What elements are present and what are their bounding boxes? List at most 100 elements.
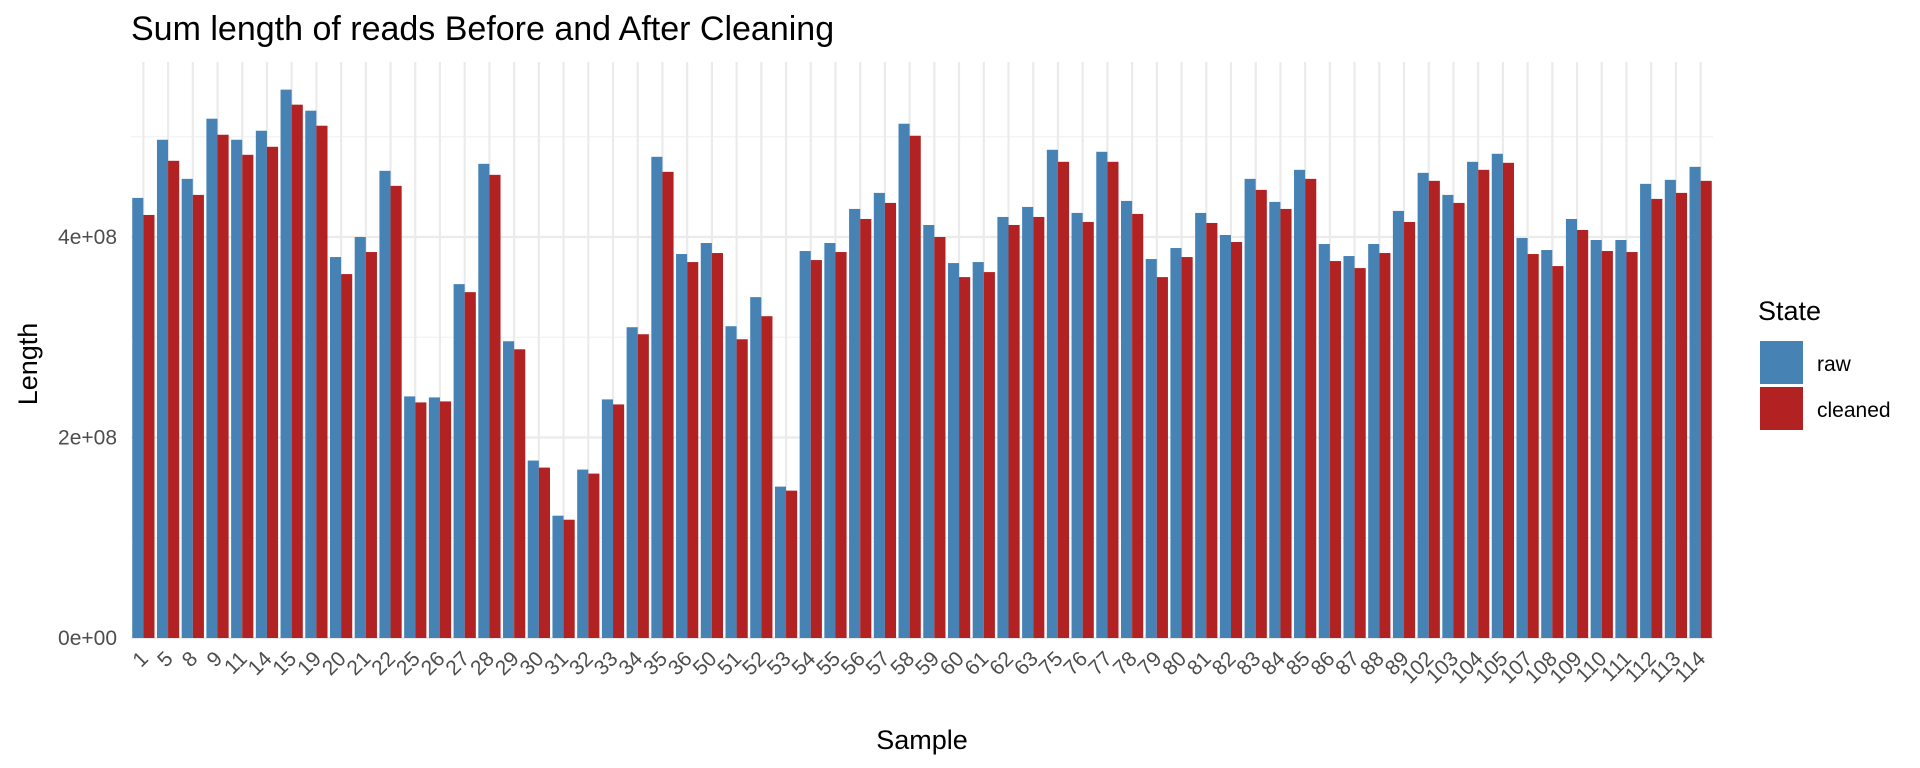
bar-cleaned-58 [909, 135, 921, 638]
bar-cleaned-1 [143, 214, 155, 638]
bar-raw-14 [255, 130, 267, 639]
bar-raw-60 [947, 263, 960, 638]
bar-raw-62 [997, 216, 1009, 638]
bar-cleaned-51 [736, 339, 748, 638]
bar-cleaned-110 [1601, 251, 1613, 638]
bar-cleaned-55 [835, 252, 847, 638]
bar-cleaned-27 [464, 292, 476, 638]
bar-raw-77 [1096, 151, 1108, 638]
bar-raw-103 [1442, 194, 1454, 638]
bar-raw-80 [1170, 248, 1182, 638]
bar-raw-108 [1541, 250, 1553, 638]
bar-raw-76 [1071, 212, 1083, 638]
bar-cleaned-63 [1033, 216, 1045, 638]
bar-cleaned-57 [884, 202, 897, 639]
bar-cleaned-35 [662, 171, 674, 638]
bar-raw-79 [1145, 259, 1157, 638]
bar-raw-8 [181, 178, 193, 639]
bar-raw-33 [601, 399, 614, 638]
bar-cleaned-111 [1626, 252, 1638, 638]
bar-raw-55 [824, 243, 836, 638]
bar-cleaned-104 [1478, 169, 1490, 638]
bar-raw-5 [156, 139, 169, 638]
bar-cleaned-5 [168, 160, 180, 638]
bar-cleaned-29 [514, 349, 526, 638]
bar-cleaned-83 [1255, 189, 1267, 638]
bar-raw-20 [329, 257, 342, 638]
bar-raw-109 [1565, 218, 1578, 638]
legend-label-cleaned: cleaned [1817, 399, 1891, 422]
bar-cleaned-54 [810, 260, 822, 638]
x-tick-label: 8 [178, 647, 203, 672]
bar-cleaned-75 [1057, 161, 1070, 638]
bar-raw-107 [1516, 238, 1528, 638]
bar-cleaned-84 [1280, 208, 1292, 638]
bar-cleaned-9 [217, 134, 229, 638]
bar-raw-28 [478, 163, 490, 638]
x-tick-label: 114 [1670, 647, 1710, 687]
x-axis-title: Sample [876, 725, 968, 755]
bar-cleaned-53 [786, 490, 798, 638]
bar-raw-105 [1491, 153, 1503, 639]
bar-cleaned-22 [390, 185, 402, 638]
bar-cleaned-80 [1181, 257, 1193, 638]
bar-raw-111 [1615, 240, 1627, 638]
bar-cleaned-103 [1453, 202, 1465, 639]
bar-raw-104 [1467, 161, 1479, 638]
bar-cleaned-102 [1428, 180, 1440, 639]
bar-raw-114 [1689, 166, 1701, 638]
bar-raw-57 [873, 192, 885, 638]
bar-cleaned-21 [365, 252, 377, 638]
bars [132, 89, 1712, 639]
bar-raw-11 [231, 139, 243, 638]
bar-cleaned-85 [1305, 178, 1317, 639]
bar-cleaned-60 [959, 277, 971, 638]
bar-cleaned-109 [1577, 229, 1589, 639]
bar-cleaned-59 [934, 237, 946, 638]
y-axis-title: Length [13, 323, 43, 406]
bar-raw-36 [676, 254, 688, 639]
bar-cleaned-62 [1008, 224, 1020, 638]
bar-raw-113 [1664, 179, 1676, 639]
bar-raw-51 [725, 326, 737, 638]
bar-raw-32 [577, 469, 589, 638]
x-tick-label: 1 [128, 647, 153, 672]
bar-cleaned-25 [415, 402, 427, 638]
bar-cleaned-77 [1107, 161, 1119, 638]
bar-raw-87 [1343, 256, 1355, 638]
bar-raw-9 [206, 118, 218, 638]
bar-raw-56 [849, 208, 861, 638]
y-tick-label: 0e+00 [58, 627, 117, 650]
bar-raw-112 [1640, 183, 1652, 638]
bar-cleaned-32 [588, 473, 600, 638]
bar-raw-19 [305, 110, 317, 638]
bar-raw-88 [1368, 244, 1380, 638]
bar-raw-59 [923, 224, 935, 638]
bar-cleaned-105 [1502, 162, 1515, 638]
bar-raw-25 [404, 396, 416, 638]
x-tick-label: 5 [153, 647, 178, 672]
bar-raw-22 [379, 170, 391, 638]
bar-cleaned-113 [1675, 192, 1688, 638]
chart-title: Sum length of reads Before and After Cle… [131, 10, 834, 48]
bar-cleaned-61 [983, 272, 995, 638]
bar-raw-102 [1417, 172, 1429, 638]
bar-cleaned-33 [613, 404, 625, 638]
bar-cleaned-88 [1379, 253, 1391, 639]
bar-cleaned-50 [711, 253, 724, 639]
bar-raw-31 [552, 515, 564, 638]
bar-raw-26 [428, 397, 440, 638]
bar-cleaned-79 [1156, 277, 1168, 638]
bar-cleaned-112 [1651, 198, 1663, 638]
bar-raw-63 [1022, 206, 1034, 639]
bar-raw-54 [799, 251, 811, 638]
bar-raw-53 [774, 486, 787, 638]
bar-cleaned-14 [266, 146, 279, 638]
legend-swatch-cleaned [1760, 387, 1803, 430]
bar-cleaned-30 [538, 467, 550, 638]
bar-cleaned-107 [1527, 254, 1539, 639]
y-tick-label: 2e+08 [58, 427, 117, 450]
bar-raw-58 [898, 123, 910, 638]
bar-raw-35 [651, 156, 663, 639]
bar-raw-75 [1046, 149, 1058, 638]
